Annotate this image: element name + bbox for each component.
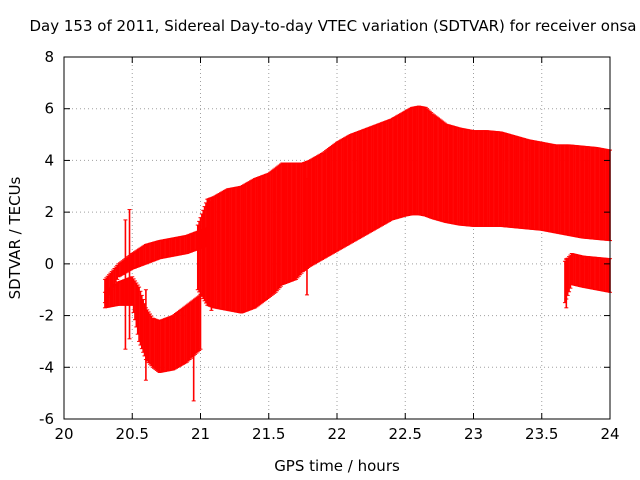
y-tick-label: 4 bbox=[44, 151, 54, 169]
y-tick-label: 0 bbox=[44, 255, 54, 273]
error-bar bbox=[143, 289, 148, 381]
error-bar bbox=[564, 258, 569, 309]
x-tick-label: 24 bbox=[600, 425, 619, 443]
x-tick-label: 22.5 bbox=[389, 425, 422, 443]
error-bar bbox=[209, 201, 214, 311]
x-tick-label: 21 bbox=[191, 425, 210, 443]
x-tick-label: 22 bbox=[327, 425, 346, 443]
x-tick-label: 20 bbox=[54, 425, 73, 443]
x-axis-label: GPS time / hours bbox=[274, 457, 400, 475]
error-bar bbox=[283, 162, 288, 280]
y-tick-label: -6 bbox=[39, 410, 54, 428]
y-tick-label: -2 bbox=[39, 307, 54, 325]
y-tick-label: -4 bbox=[39, 358, 54, 376]
x-tick-label: 20.5 bbox=[116, 425, 149, 443]
y-tick-label: 2 bbox=[44, 203, 54, 221]
y-tick-label: 8 bbox=[44, 48, 54, 66]
x-tick-label: 23.5 bbox=[525, 425, 558, 443]
x-tick-label: 23 bbox=[464, 425, 483, 443]
chart-title: Day 153 of 2011, Sidereal Day-to-day VTE… bbox=[30, 17, 637, 35]
x-tick-label: 21.5 bbox=[252, 425, 285, 443]
error-bar bbox=[304, 178, 309, 296]
error-bar bbox=[123, 219, 128, 350]
error-bar bbox=[191, 330, 196, 402]
error-bars bbox=[102, 105, 612, 402]
error-bar bbox=[127, 209, 132, 340]
y-axis-label: SDTVAR / TECUs bbox=[6, 176, 24, 299]
y-tick-label: 6 bbox=[44, 100, 54, 118]
